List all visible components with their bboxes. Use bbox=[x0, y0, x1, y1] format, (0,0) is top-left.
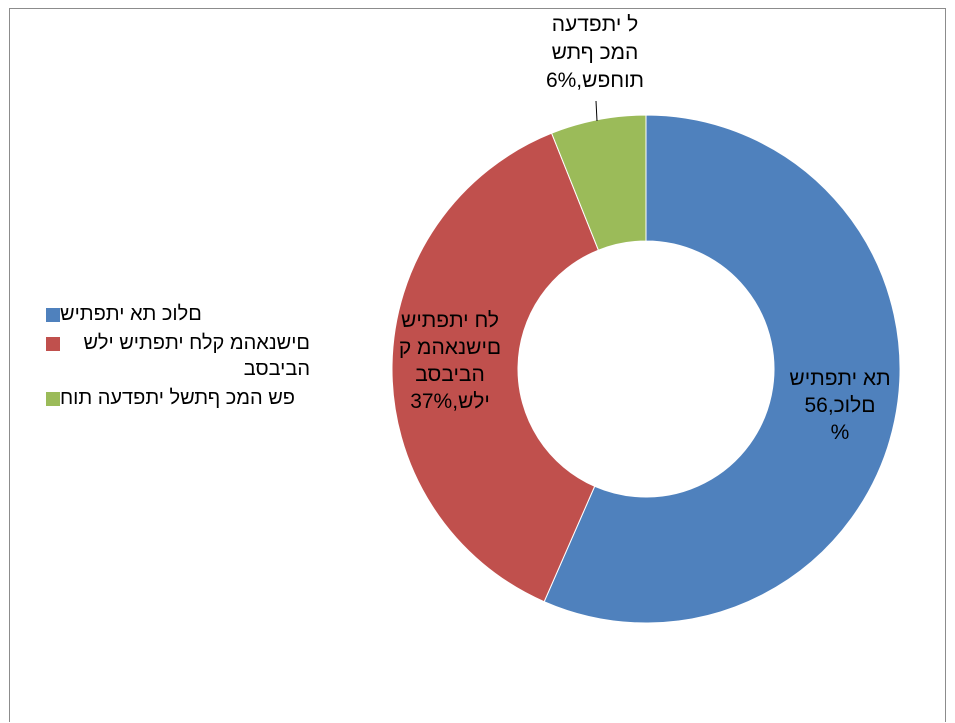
chart-area: תא יתפתיש םלוכ,56% לח יתפתיש םישנאהמ ק הביבס… bbox=[9, 8, 946, 722]
data-label-shared-all: תא יתפתיש םלוכ,56% bbox=[789, 367, 890, 444]
slice-shared-least bbox=[550, 114, 647, 251]
legend-item-shared-all: םלוכ תא יתפתיש bbox=[44, 301, 324, 327]
doughnut-chart: תא יתפתיש םלוכ,56 % לח יתפתיש םישנאהמ ק הביבס… bbox=[391, 13, 901, 624]
legend-item-shared-some: םישנאהמ קלח יתפתיש ילש הביבסב bbox=[44, 330, 324, 382]
legend-label: םישנאהמ קלח יתפתיש ילש הביבסב bbox=[83, 332, 310, 380]
legend-item-shared-least: פש המכ ףתשל יתפדעה תוח bbox=[44, 385, 324, 411]
leader-line bbox=[595, 100, 598, 122]
slice-shared-some bbox=[391, 132, 600, 603]
legend-swatch-red bbox=[46, 337, 60, 351]
chart-legend: םלוכ תא יתפתיש םישנאהמ קלח יתפתיש ילש הב… bbox=[44, 301, 324, 414]
legend-swatch-blue bbox=[46, 308, 60, 322]
legend-swatch-green bbox=[46, 392, 60, 406]
legend-label: םלוכ תא יתפתיש bbox=[60, 303, 202, 325]
data-label-shared-some: לח יתפתיש םישנאהמ ק הביבסב ילש,37% bbox=[399, 309, 501, 413]
legend-label: פש המכ ףתשל יתפדעה תוח bbox=[60, 387, 295, 409]
data-label-shared-least: ל יתפדעה המכ ףתש תוחפש,6% bbox=[546, 13, 644, 92]
slice-shared-all bbox=[543, 114, 901, 624]
